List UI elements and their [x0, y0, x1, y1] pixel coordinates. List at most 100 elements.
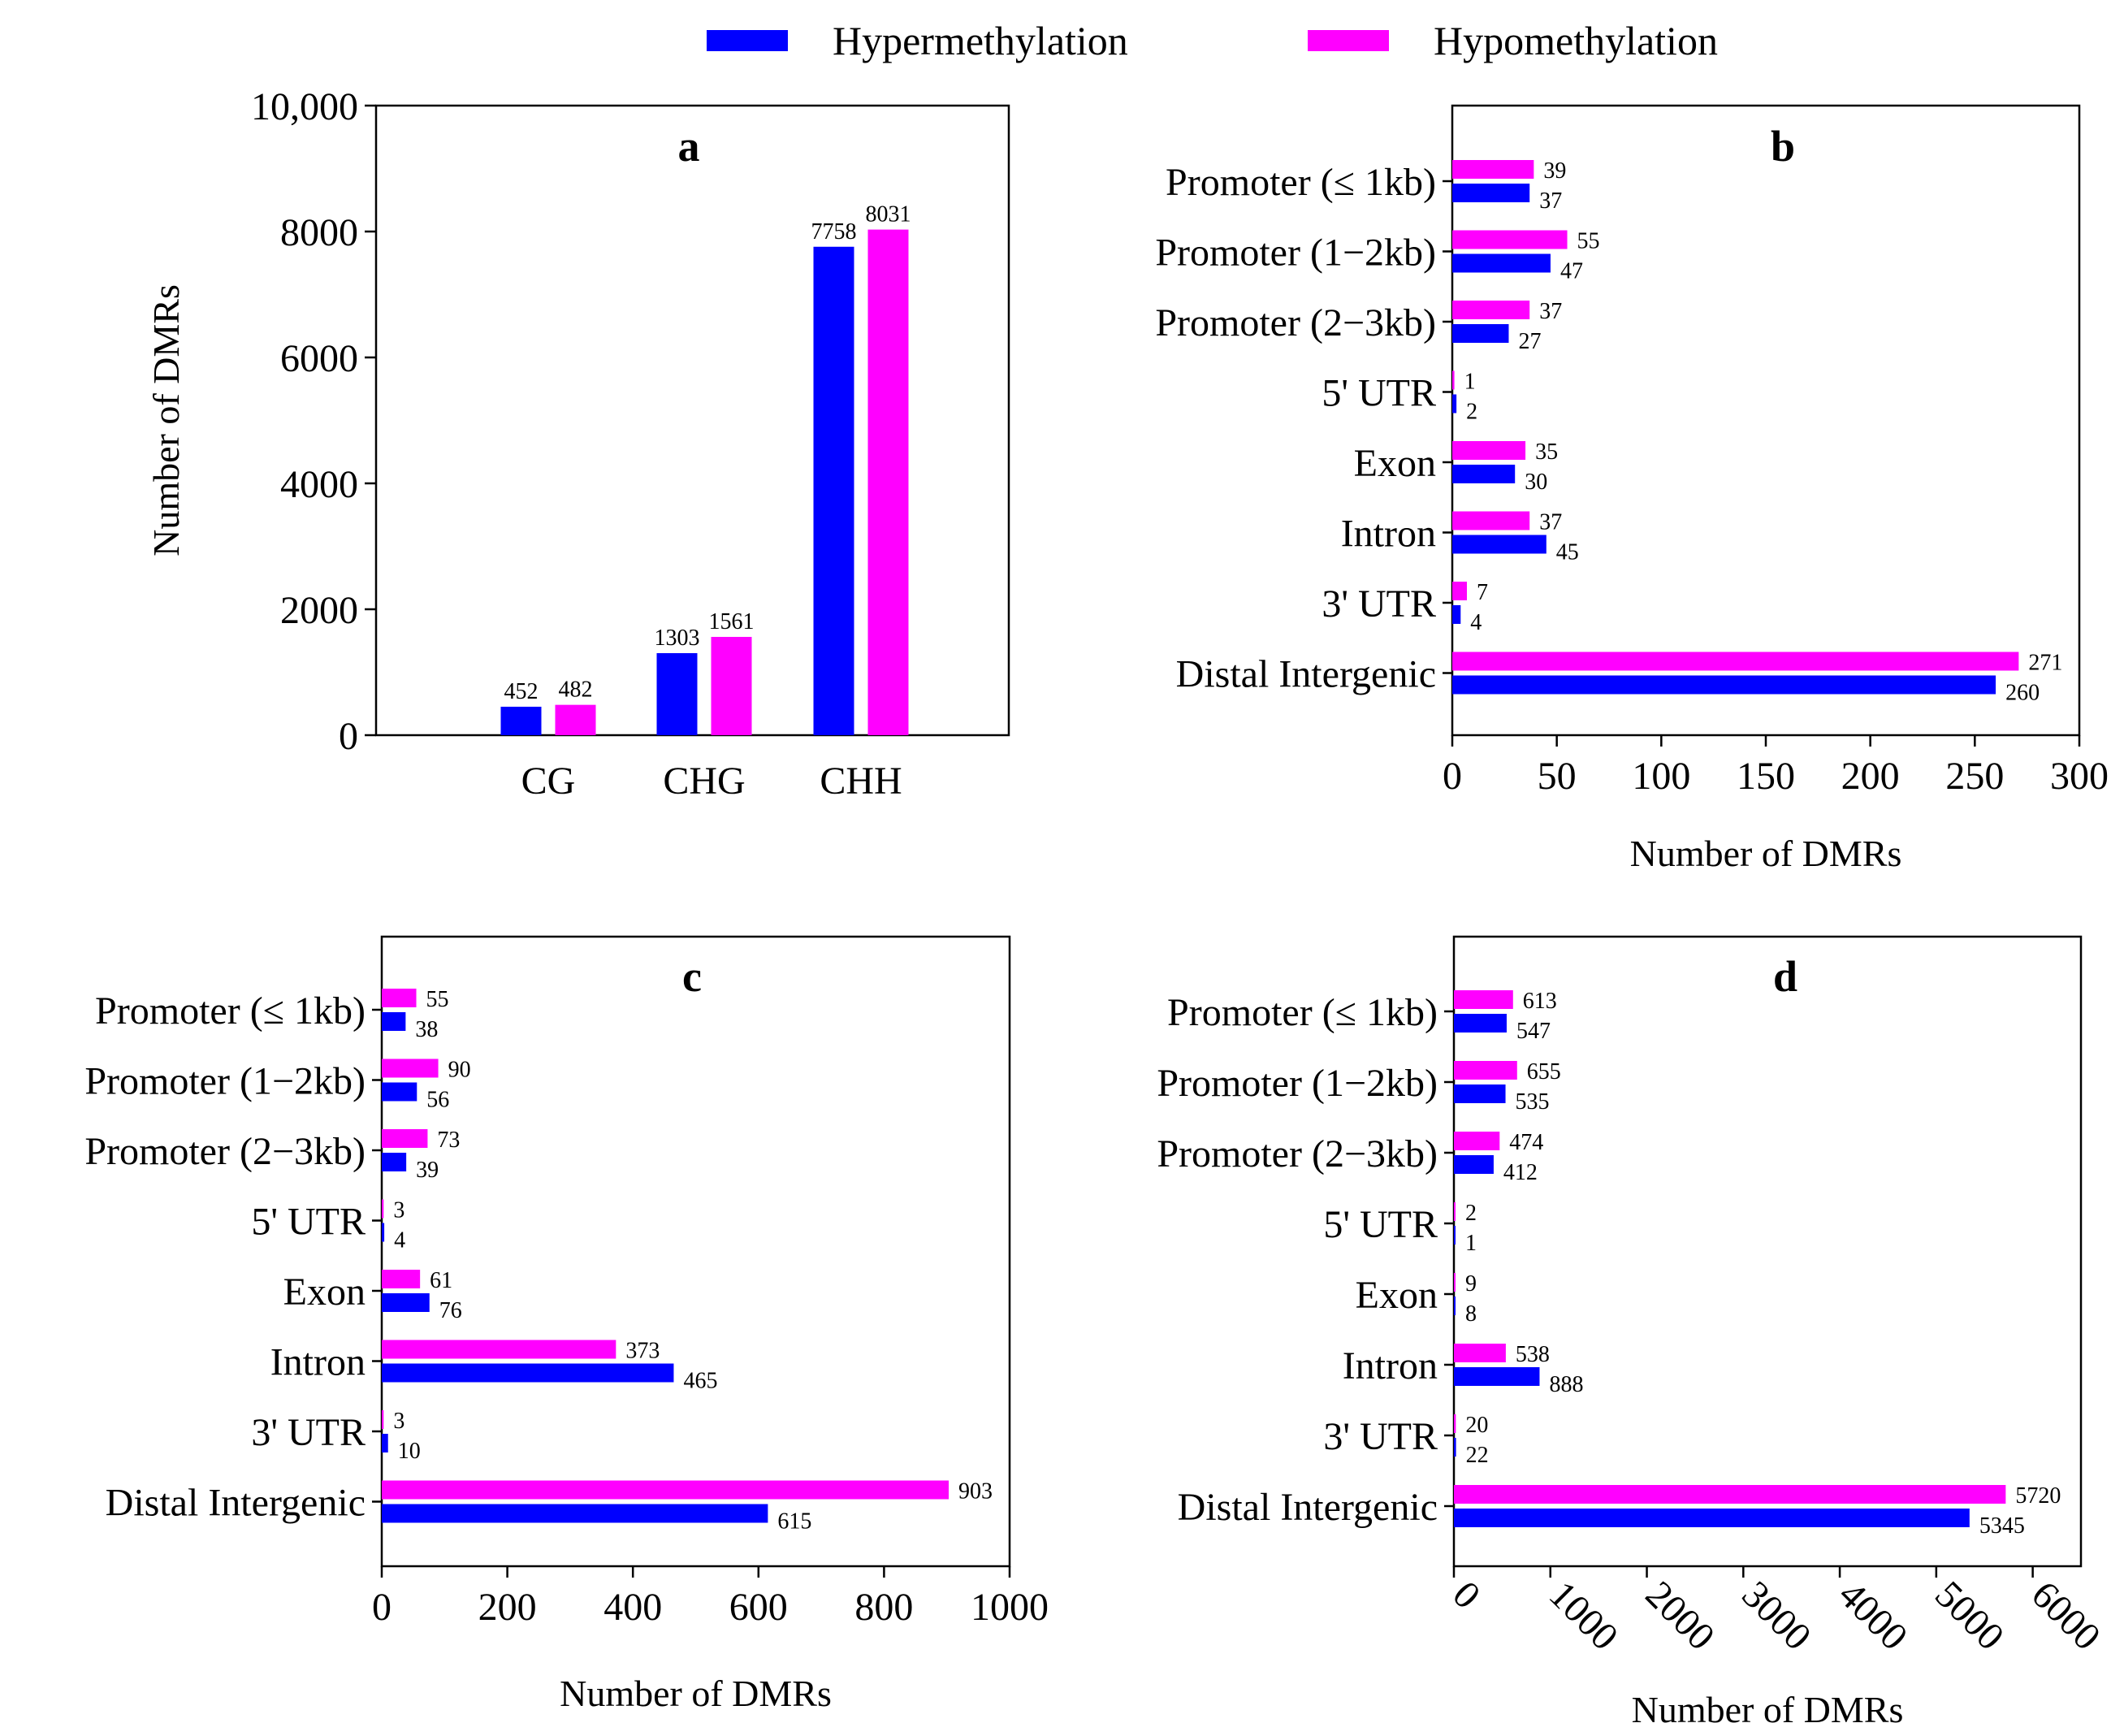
bar-hyper-3-utr: [1452, 605, 1461, 624]
x-tick-label: 0: [1443, 755, 1462, 798]
data-label-hypo-chh: 8031: [866, 202, 911, 227]
data-label-hyper-exon: 76: [439, 1298, 462, 1323]
bar-hypo-distal-intergenic: [382, 1480, 950, 1500]
bar-hyper-promoter-1kb: [382, 1012, 406, 1031]
data-label-hyper-distal-intergenic: 5345: [1979, 1513, 2025, 1539]
bar-hyper-promoter-2-3kb: [1454, 1155, 1494, 1174]
data-label-hypo-exon: 9: [1465, 1271, 1477, 1297]
x-tick-label: 200: [1841, 755, 1900, 798]
data-label-hypo-promoter-1-2kb: 655: [1527, 1059, 1561, 1084]
bar-hyper-cg: [500, 706, 542, 735]
data-label-hypo-promoter-2-3kb: 37: [1539, 299, 1562, 324]
data-label-hypo-exon: 35: [1535, 439, 1558, 465]
panel-d-bar-chart: 0 1000 2000 3000 4000 5000 6000 Number of DMRs d…: [1157, 935, 2109, 1730]
y-tick-label-3-utr: 3' UTR: [1323, 1415, 1438, 1458]
bar-hyper-promoter-1-2kb: [1452, 253, 1551, 273]
panel-title: c: [682, 952, 702, 1001]
y-tick-label-exon: Exon: [1354, 442, 1436, 485]
bar-hyper-exon: [382, 1293, 430, 1312]
x-axis-label: Number of DMRs: [1630, 833, 1902, 874]
data-label-hypo-promoter-1-2kb: 55: [1577, 229, 1600, 254]
data-label-hypo-distal-intergenic: 903: [958, 1479, 993, 1504]
legend-item-hypomethylation: Hypomethylation: [1308, 16, 1718, 65]
bar-hyper-promoter-2-3kb: [1452, 324, 1509, 343]
x-tick-label: 400: [603, 1586, 662, 1629]
bar-hypo-exon: [1454, 1273, 1456, 1292]
legend-swatch-hypo: [1308, 30, 1389, 51]
y-tick-label-promoter-1kb: Promoter (≤ 1kb): [1167, 991, 1438, 1034]
y-tick-label-exon: Exon: [1356, 1274, 1438, 1317]
y-tick-label-3-utr: 3' UTR: [1322, 582, 1436, 626]
x-tick-label: 0: [1444, 1573, 1488, 1617]
data-label-hyper-distal-intergenic: 260: [2005, 681, 2040, 706]
x-tick-label: 150: [1737, 755, 1795, 798]
y-tick-label-exon: Exon: [283, 1271, 366, 1314]
bar-hyper-3-utr: [1454, 1438, 1456, 1457]
data-label-hyper-3-utr: 22: [1466, 1443, 1489, 1468]
y-tick-label: 6000: [280, 337, 358, 380]
x-tick-label-chg: CHG: [663, 760, 745, 803]
x-axis-label: Number of DMRs: [1632, 1689, 1904, 1730]
y-tick-label-promoter-1-2kb: Promoter (1−2kb): [84, 1060, 366, 1103]
data-label-hypo-promoter-1kb: 55: [426, 987, 449, 1012]
data-label-hyper-promoter-1kb: 38: [415, 1017, 438, 1042]
data-label-hyper-5-utr: 1: [1465, 1231, 1477, 1256]
x-tick-label-cg: CG: [521, 760, 576, 803]
y-tick-label-intron: Intron: [1343, 1344, 1438, 1388]
data-label-hyper-3-utr: 10: [398, 1439, 421, 1464]
bar-hyper-5-utr: [382, 1223, 385, 1242]
bar-hypo-exon: [1452, 441, 1526, 460]
y-tick-label-intron: Intron: [270, 1341, 366, 1384]
data-label-hyper-exon: 30: [1525, 470, 1547, 495]
bar-hyper-intron: [382, 1363, 674, 1383]
bar-hypo-intron: [1454, 1344, 1506, 1362]
data-label-hyper-intron: 888: [1549, 1372, 1583, 1397]
x-tick-label: 2000: [1637, 1573, 1723, 1658]
x-tick-label: 3000: [1734, 1573, 1819, 1658]
x-tick-label: 600: [729, 1586, 788, 1629]
bar-hyper-distal-intergenic: [1452, 675, 1996, 695]
bar-hypo-5-utr: [382, 1199, 384, 1219]
panel-a-bar-chart: 0 2000 4000 6000 8000 10,000 Number of DMRs a CG…: [145, 85, 1010, 803]
data-label-hyper-intron: 465: [683, 1369, 717, 1394]
panel-title: d: [1773, 952, 1797, 1001]
data-label-hypo-distal-intergenic: 271: [2028, 651, 2062, 676]
y-tick-label-5-utr: 5' UTR: [251, 1201, 366, 1244]
data-label-hypo-promoter-1kb: 613: [1523, 989, 1557, 1014]
data-label-hypo-promoter-2-3kb: 474: [1509, 1130, 1543, 1155]
data-label-hyper-promoter-1-2kb: 56: [426, 1088, 449, 1113]
bar-hypo-distal-intergenic: [1452, 652, 2019, 671]
bar-hypo-chh: [867, 229, 909, 735]
bar-hyper-promoter-2-3kb: [382, 1153, 407, 1171]
bar-hypo-promoter-2-3kb: [1452, 301, 1530, 319]
data-label-hyper-5-utr: 4: [394, 1228, 405, 1253]
data-label-hypo-3-utr: 3: [393, 1409, 404, 1434]
x-tick-label: 1000: [1541, 1573, 1626, 1658]
data-label-hypo-intron: 373: [625, 1339, 660, 1364]
bar-hypo-3-utr: [1454, 1414, 1456, 1433]
legend-item-hypermethylation: Hypermethylation: [707, 16, 1128, 65]
bar-hypo-distal-intergenic: [1454, 1485, 2006, 1504]
x-tick-label: 1000: [971, 1586, 1049, 1629]
data-label-hyper-promoter-1-2kb: 535: [1516, 1089, 1550, 1115]
bar-hypo-5-utr: [1454, 1202, 1456, 1221]
bar-hypo-promoter-1-2kb: [382, 1058, 439, 1078]
panel-title: b: [1771, 122, 1795, 171]
y-tick-label-distal-intergenic: Distal Intergenic: [106, 1482, 366, 1525]
y-tick-label: 8000: [280, 211, 358, 254]
y-tick-label-promoter-2-3kb: Promoter (2−3kb): [1155, 301, 1436, 344]
data-label-hypo-distal-intergenic: 5720: [2015, 1483, 2061, 1509]
data-label-hypo-5-utr: 1: [1464, 370, 1476, 395]
y-tick-label-promoter-1kb: Promoter (≤ 1kb): [1166, 161, 1436, 204]
data-label-hyper-exon: 8: [1465, 1301, 1477, 1327]
x-tick-label-chh: CHH: [820, 760, 902, 803]
bar-hyper-promoter-1kb: [1452, 184, 1530, 202]
bar-hyper-distal-intergenic: [1454, 1509, 1970, 1527]
x-tick-label: 4000: [1830, 1573, 1915, 1658]
y-tick-label: 4000: [280, 463, 358, 506]
bar-hyper-intron: [1454, 1367, 1540, 1386]
bar-hyper-5-utr: [1454, 1226, 1456, 1245]
x-tick-label: 0: [372, 1586, 391, 1629]
x-tick-label: 300: [2050, 755, 2109, 798]
